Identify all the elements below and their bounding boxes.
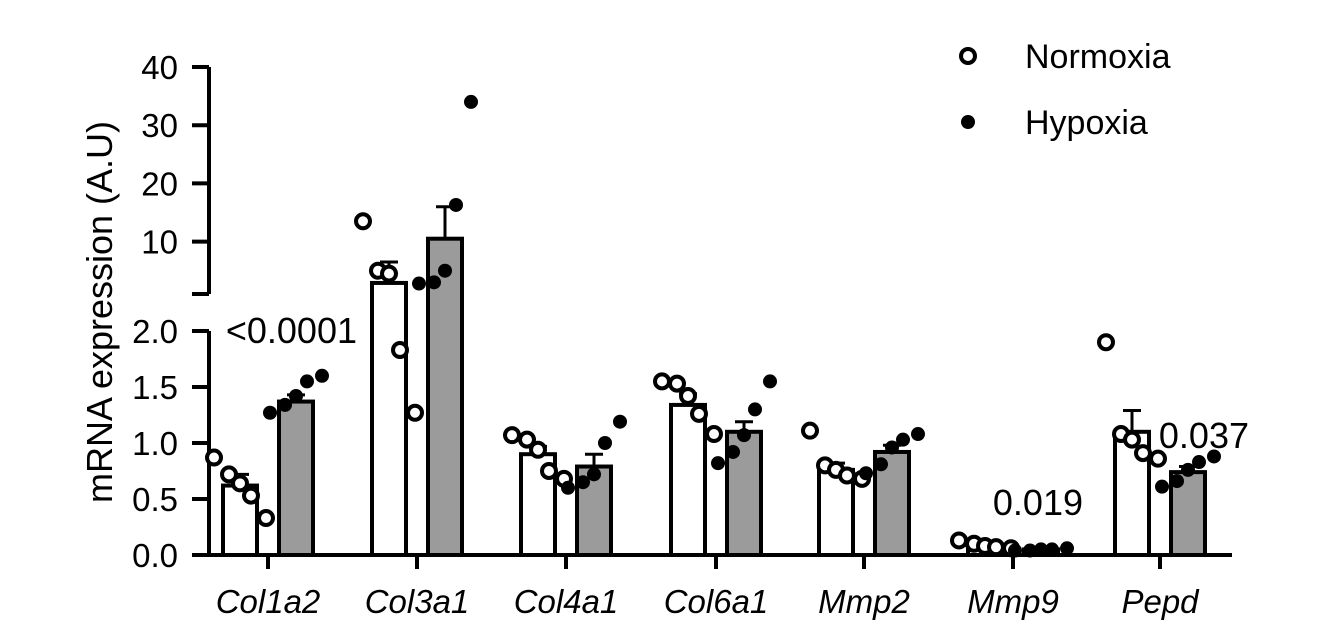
- hypoxia-point: [613, 414, 627, 429]
- y-axis-label: mRNA expression (A.U): [79, 121, 120, 503]
- hypoxia-point: [1181, 462, 1195, 477]
- normoxia-point: [231, 474, 249, 493]
- normoxia-point: [690, 404, 708, 423]
- normoxia-point: [354, 212, 372, 231]
- y-tick-label: 1.0: [132, 425, 178, 462]
- legend: Normoxia Hypoxia: [959, 38, 1171, 142]
- normoxia-point: [987, 538, 1005, 557]
- hypoxia-point: [737, 428, 751, 443]
- normoxia-point: [668, 374, 686, 393]
- hypoxia-point: [438, 263, 452, 278]
- legend-hypoxia-marker: [961, 115, 975, 129]
- normoxia-point: [503, 426, 521, 445]
- normoxia-point: [529, 440, 547, 459]
- hypoxia-point: [726, 444, 740, 459]
- x-tick-label: Col4a1: [514, 583, 619, 620]
- hypoxia-point: [278, 397, 292, 412]
- y-tick-label: 0.0: [132, 537, 178, 574]
- legend-normoxia-label: Normoxia: [1025, 38, 1171, 76]
- hypoxia-point: [561, 480, 575, 495]
- hypoxia-bar: [426, 236, 464, 557]
- hypoxia-point: [859, 466, 873, 481]
- x-tick-label: Col1a2: [216, 583, 321, 620]
- p-value-annotation: <0.0001: [226, 310, 357, 351]
- hypoxia-point: [1060, 541, 1074, 556]
- hypoxia-point: [1207, 449, 1221, 464]
- normoxia-point: [205, 448, 223, 467]
- hypoxia-point: [1170, 474, 1184, 489]
- normoxia-point: [1123, 430, 1141, 449]
- x-tick-label: Pepd: [1121, 583, 1200, 620]
- normoxia-point: [705, 425, 723, 444]
- hypoxia-point: [598, 436, 612, 450]
- hypoxia-point: [885, 440, 899, 455]
- hypoxia-point: [263, 405, 277, 420]
- hypoxia-point: [289, 388, 303, 403]
- y-tick-label: 1.5: [132, 369, 178, 406]
- hypoxia-point: [427, 275, 441, 290]
- y-tick-label: 2.0: [132, 313, 178, 350]
- y-tick-label: 10: [141, 224, 178, 261]
- hypoxia-bar: [277, 399, 315, 557]
- x-tick-label: Mmp9: [967, 583, 1059, 620]
- hypoxia-point: [1034, 542, 1048, 557]
- normoxia-point: [242, 486, 260, 505]
- hypoxia-point: [1192, 455, 1206, 470]
- normoxia-point: [801, 421, 819, 440]
- hypoxia-point: [711, 456, 725, 471]
- hypoxia-point: [1155, 479, 1169, 494]
- normoxia-point: [406, 403, 424, 422]
- normoxia-bar: [370, 280, 408, 557]
- x-tick-label: Mmp2: [818, 583, 910, 620]
- normoxia-bar: [221, 483, 259, 557]
- hypoxia-point: [315, 368, 329, 383]
- normoxia-point: [838, 466, 856, 485]
- normoxia-point: [257, 509, 275, 528]
- hypoxia-point: [748, 402, 762, 417]
- y-tick-label: 40: [141, 49, 178, 86]
- hypoxia-point: [1045, 542, 1059, 557]
- p-value-annotation: 0.019: [993, 482, 1083, 523]
- normoxia-point: [653, 372, 671, 391]
- hypoxia-point: [763, 374, 777, 389]
- normoxia-point: [1149, 449, 1167, 468]
- hypoxia-point: [587, 467, 601, 482]
- hypoxia-point: [464, 94, 478, 109]
- hypoxia-point: [896, 432, 910, 447]
- p-value-annotation: 0.037: [1159, 415, 1249, 456]
- x-tick-label: Col3a1: [365, 583, 470, 620]
- x-tick-label: Col6a1: [664, 583, 769, 620]
- normoxia-point: [380, 264, 398, 283]
- hypoxia-point: [576, 475, 590, 490]
- hypoxia-point: [300, 374, 314, 389]
- legend-normoxia-marker: [959, 47, 977, 65]
- y-tick-label: 0.5: [132, 481, 178, 518]
- normoxia-point: [540, 462, 558, 480]
- normoxia-point: [679, 386, 697, 405]
- hypoxia-point: [412, 276, 426, 291]
- hypoxia-point: [911, 427, 925, 442]
- normoxia-point: [950, 531, 968, 550]
- y-tick-label: 30: [141, 107, 178, 144]
- hypoxia-point: [874, 457, 888, 472]
- legend-hypoxia-label: Hypoxia: [1025, 104, 1148, 142]
- normoxia-point: [1097, 333, 1115, 352]
- hypoxia-point: [449, 197, 463, 212]
- y-tick-label: 20: [141, 165, 178, 202]
- normoxia-point: [1134, 444, 1152, 463]
- normoxia-bar: [669, 402, 707, 558]
- hypoxia-point: [1023, 543, 1037, 558]
- hypoxia-point: [1008, 543, 1022, 558]
- normoxia-point: [391, 341, 409, 360]
- normoxia-point: [518, 430, 536, 449]
- normoxia-point: [220, 465, 238, 484]
